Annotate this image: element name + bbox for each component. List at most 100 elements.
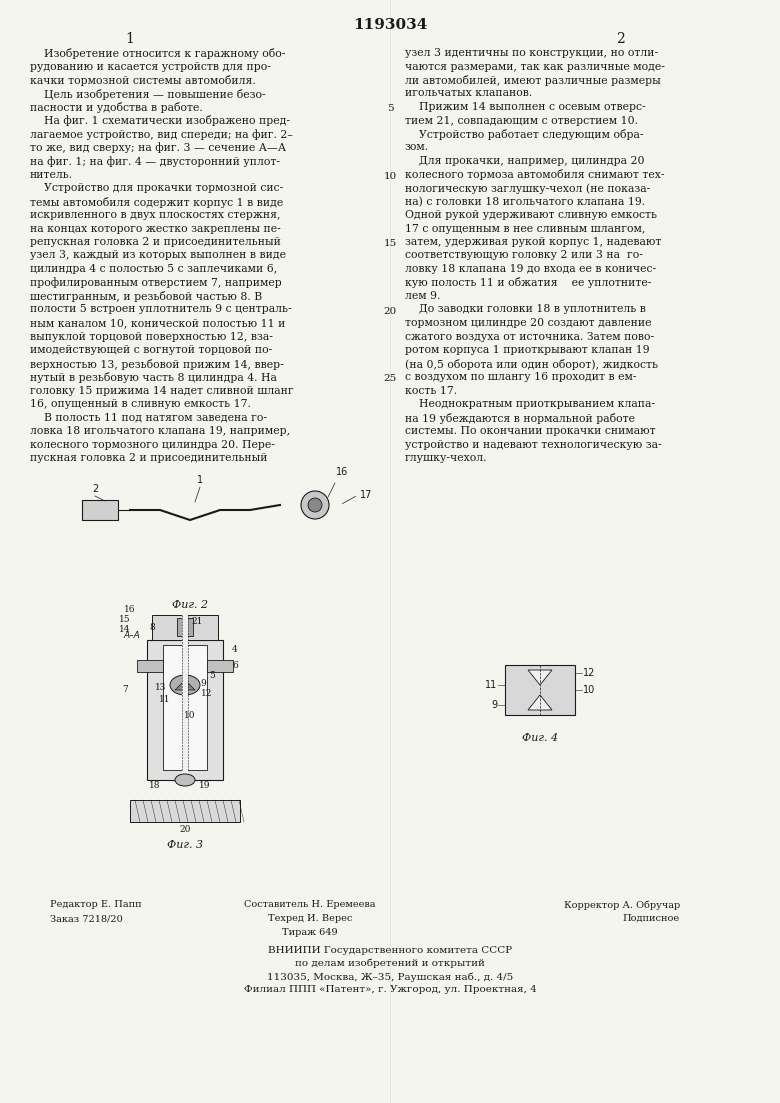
Text: узел 3 идентичны по конструкции, но отли-: узел 3 идентичны по конструкции, но отли… [405, 49, 658, 58]
Text: по делам изобретений и открытий: по делам изобретений и открытий [295, 959, 485, 968]
Text: на фиг. 1; на фиг. 4 — двусторонний уплот-: на фиг. 1; на фиг. 4 — двусторонний упло… [30, 156, 280, 167]
Polygon shape [175, 681, 195, 690]
Text: системы. По окончании прокачки снимают: системы. По окончании прокачки снимают [405, 426, 656, 436]
Text: Фиг. 4: Фиг. 4 [522, 733, 558, 743]
Text: на 19 убеждаются в нормальной работе: на 19 убеждаются в нормальной работе [405, 413, 635, 424]
Text: 1: 1 [197, 475, 203, 485]
Bar [177, 618, 193, 636]
Text: шестигранным, и резьбовой частью 8. В: шестигранным, и резьбовой частью 8. В [30, 291, 262, 302]
Ellipse shape [170, 675, 200, 695]
Text: лем 9.: лем 9. [405, 291, 441, 301]
Text: 10: 10 [583, 685, 595, 695]
Text: нутый в резьбовую часть 8 цилиндра 4. На: нутый в резьбовую часть 8 цилиндра 4. На [30, 372, 277, 383]
Text: кость 17.: кость 17. [405, 386, 457, 396]
Text: Устройство для прокачки тормозной сис-: Устройство для прокачки тормозной сис- [30, 183, 283, 193]
Text: репускная головка 2 и присоединительный: репускная головка 2 и присоединительный [30, 237, 281, 247]
Text: ли автомобилей, имеют различные размеры: ли автомобилей, имеют различные размеры [405, 75, 661, 86]
Bar [505, 665, 575, 715]
Text: Заказ 7218/20: Заказ 7218/20 [50, 914, 122, 923]
Text: 7: 7 [122, 685, 128, 695]
Bar [207, 660, 233, 672]
Text: 25: 25 [384, 374, 396, 383]
Text: на) с головки 18 игольчатого клапана 19.: на) с головки 18 игольчатого клапана 19. [405, 196, 645, 207]
Text: Подписное: Подписное [623, 914, 680, 923]
Polygon shape [528, 670, 552, 685]
Text: качки тормозной системы автомобиля.: качки тормозной системы автомобиля. [30, 75, 256, 86]
Text: зом.: зом. [405, 142, 429, 152]
Text: 21: 21 [191, 618, 203, 627]
Circle shape [308, 497, 322, 512]
Text: нитель.: нитель. [30, 170, 73, 180]
Text: 5: 5 [209, 671, 215, 679]
Text: ловка 18 игольчатого клапана 19, например,: ловка 18 игольчатого клапана 19, наприме… [30, 426, 290, 436]
Text: В полость 11 под натягом заведена го-: В полость 11 под натягом заведена го- [30, 413, 267, 422]
Text: Цель изобретения — повышение безо-: Цель изобретения — повышение безо- [30, 88, 266, 99]
Text: устройство и надевают технологическую за-: устройство и надевают технологическую за… [405, 439, 661, 450]
Text: 20: 20 [384, 307, 396, 315]
Text: глушку-чехол.: глушку-чехол. [405, 453, 488, 463]
Text: 6: 6 [232, 662, 238, 671]
Text: на концах которого жестко закреплены пе-: на концах которого жестко закреплены пе- [30, 224, 281, 234]
Text: искривленного в двух плоскостях стержня,: искривленного в двух плоскостях стержня, [30, 210, 281, 219]
Text: 19: 19 [199, 781, 211, 790]
Text: 17: 17 [360, 490, 372, 500]
Text: 10: 10 [384, 172, 396, 181]
Bar [152, 615, 218, 640]
Text: с воздухом по шлангу 16 проходит в ем-: с воздухом по шлангу 16 проходит в ем- [405, 372, 636, 382]
Text: 1: 1 [126, 32, 134, 46]
Text: Тираж 649: Тираж 649 [282, 928, 338, 938]
Text: 16: 16 [124, 606, 136, 614]
Text: узел 3, каждый из которых выполнен в виде: узел 3, каждый из которых выполнен в вид… [30, 250, 286, 260]
Text: 4: 4 [232, 645, 238, 654]
Text: (на 0,5 оборота или один оборот), жидкость: (на 0,5 оборота или один оборот), жидкос… [405, 358, 658, 370]
Text: Филиал ППП «Патент», г. Ужгород, ул. Проектная, 4: Филиал ППП «Патент», г. Ужгород, ул. Про… [243, 985, 537, 994]
Text: сжатого воздуха от источника. Затем пово-: сжатого воздуха от источника. Затем пово… [405, 332, 654, 342]
Text: рудованию и касается устройств для про-: рудованию и касается устройств для про- [30, 62, 271, 72]
Text: 15: 15 [384, 239, 396, 248]
Text: головку 15 прижима 14 надет сливной шланг: головку 15 прижима 14 надет сливной шлан… [30, 386, 293, 396]
Text: профилированным отверстием 7, например: профилированным отверстием 7, например [30, 278, 282, 288]
Text: 12: 12 [201, 688, 213, 697]
Text: 8: 8 [149, 623, 155, 632]
Text: Неоднократным приоткрыванием клапа-: Неоднократным приоткрыванием клапа- [405, 399, 655, 409]
Text: Техред И. Верес: Техред И. Верес [268, 914, 353, 923]
Text: выпуклой торцовой поверхностью 12, вза-: выпуклой торцовой поверхностью 12, вза- [30, 332, 273, 342]
Text: Редактор Е. Папп: Редактор Е. Папп [50, 900, 142, 909]
Ellipse shape [175, 774, 195, 786]
Text: тормозном цилиндре 20 создают давление: тормозном цилиндре 20 создают давление [405, 318, 651, 328]
Text: 9: 9 [491, 700, 497, 710]
Text: Изобретение относится к гаражному обо-: Изобретение относится к гаражному обо- [30, 49, 285, 58]
Text: колесного тормозного цилиндра 20. Пере-: колесного тормозного цилиндра 20. Пере- [30, 439, 275, 450]
Bar [163, 645, 207, 770]
Text: 16: 16 [336, 467, 348, 476]
Text: 1193034: 1193034 [353, 18, 427, 32]
Text: На фиг. 1 схематически изображено пред-: На фиг. 1 схематически изображено пред- [30, 116, 290, 127]
Text: 2: 2 [92, 484, 98, 494]
Text: 11: 11 [484, 681, 497, 690]
Text: ротом корпуса 1 приоткрывают клапан 19: ротом корпуса 1 приоткрывают клапан 19 [405, 345, 650, 355]
Text: темы автомобиля содержит корпус 1 в виде: темы автомобиля содержит корпус 1 в виде [30, 196, 283, 207]
Text: 113035, Москва, Ж–35, Раушская наб., д. 4/5: 113035, Москва, Ж–35, Раушская наб., д. … [267, 972, 513, 982]
Text: 10: 10 [184, 710, 196, 719]
Text: 14: 14 [119, 625, 131, 634]
Text: 2: 2 [615, 32, 624, 46]
Text: ловку 18 клапана 19 до входа ее в коничес-: ловку 18 клапана 19 до входа ее в кониче… [405, 264, 656, 274]
Text: Для прокачки, например, цилиндра 20: Для прокачки, например, цилиндра 20 [405, 156, 644, 165]
Text: До заводки головки 18 в уплотнитель в: До заводки головки 18 в уплотнитель в [405, 304, 646, 314]
Bar [82, 500, 118, 520]
Text: кую полость 11 и обжатия    ее уплотните-: кую полость 11 и обжатия ее уплотните- [405, 278, 651, 289]
Text: цилиндра 4 с полостью 5 с заплечиками 6,: цилиндра 4 с полостью 5 с заплечиками 6, [30, 264, 277, 274]
Text: 12: 12 [583, 668, 595, 678]
Text: ВНИИПИ Государственного комитета СССР: ВНИИПИ Государственного комитета СССР [268, 946, 512, 955]
Text: Составитель Н. Еремеева: Составитель Н. Еремеева [244, 900, 376, 909]
Text: соответствующую головку 2 или 3 на  го-: соответствующую головку 2 или 3 на го- [405, 250, 643, 260]
Bar [137, 660, 163, 672]
Text: Устройство работает следующим обра-: Устройство работает следующим обра- [405, 129, 644, 140]
Text: 11: 11 [159, 696, 171, 705]
Text: пускная головка 2 и присоединительный: пускная головка 2 и присоединительный [30, 453, 268, 463]
Text: Прижим 14 выполнен с осевым отверс-: Прижим 14 выполнен с осевым отверс- [405, 101, 646, 113]
Text: Корректор А. Обручар: Корректор А. Обручар [564, 900, 680, 910]
Text: нологическую заглушку-чехол (не показа-: нологическую заглушку-чехол (не показа- [405, 183, 651, 193]
Text: игольчатых клапанов.: игольчатых клапанов. [405, 88, 532, 98]
Text: тием 21, совпадающим с отверстием 10.: тием 21, совпадающим с отверстием 10. [405, 116, 638, 126]
